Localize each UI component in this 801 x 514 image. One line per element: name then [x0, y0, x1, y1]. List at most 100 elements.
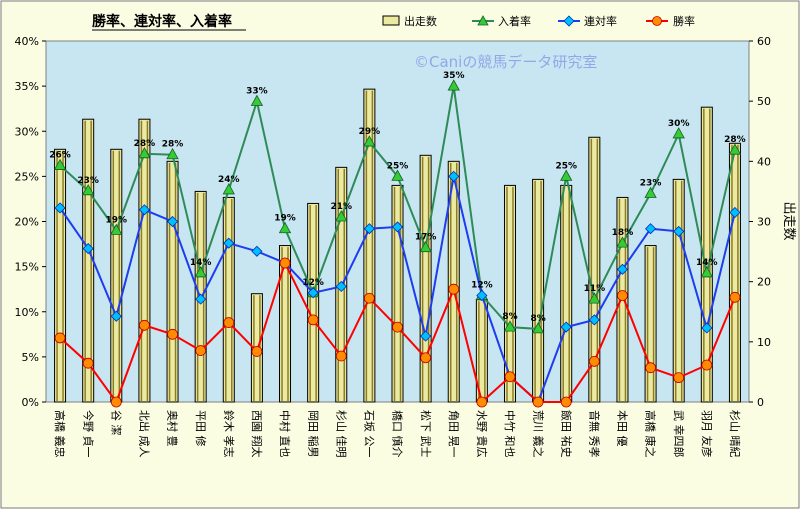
x-axis-category-label: 中村 直也 [278, 410, 292, 458]
marker-rentai [138, 204, 150, 216]
place-data-label: 12% [471, 281, 493, 291]
right-axis-tick-label: 20 [757, 276, 771, 289]
place-data-label: 23% [640, 179, 662, 189]
place-data-label: 26% [49, 151, 71, 161]
legend-rentai-marker [563, 15, 575, 27]
marker-win [54, 332, 66, 344]
x-axis-category-label: 角田 晃一 [447, 410, 460, 458]
right-axis-tick-label: 60 [757, 35, 771, 48]
marker-place [588, 292, 601, 304]
left-axis-tick-label: 20% [15, 216, 39, 229]
x-axis-category-label: 音無 秀孝 [587, 410, 601, 458]
marker-rentai [729, 206, 741, 219]
marker-win [476, 396, 488, 408]
marker-rentai [307, 287, 319, 299]
bar-runs [560, 184, 573, 403]
left-axis-tick-label: 30% [15, 125, 39, 138]
bar-runs [363, 88, 376, 403]
bar-runs [672, 178, 685, 403]
place-data-label: 18% [612, 228, 634, 238]
marker-rentai [82, 243, 94, 255]
x-axis-category-label: 杉山 佳明 [334, 410, 348, 458]
x-axis-category-label: 水野 貴広 [475, 410, 489, 458]
chart-title: 勝率、連対率、入着率 [92, 13, 232, 30]
marker-place [278, 221, 292, 234]
place-data-label: 25% [555, 161, 577, 171]
marker-place [503, 320, 517, 332]
x-axis-category-label: 高橋 義忠 [53, 410, 67, 458]
marker-place [391, 169, 404, 181]
left-axis-tick-label: 5% [22, 351, 39, 364]
watermark-text: ©Caniの競馬データ研究室 [414, 53, 597, 71]
right-axis-tick-label: 40 [757, 155, 771, 168]
marker-win [195, 345, 207, 356]
marker-place [194, 266, 207, 278]
left-axis: 0% 5% 10% 15% 20% 25% 30% 35% 40% [15, 35, 46, 409]
marker-place [700, 266, 713, 278]
place-data-label: 8% [502, 312, 517, 322]
place-data-label: 19% [274, 214, 296, 224]
marker-win [167, 328, 178, 340]
marker-win [307, 314, 319, 326]
marker-place [616, 236, 629, 248]
marker-rentai [110, 310, 122, 322]
legend-label-rentai: 連対率 [584, 14, 617, 28]
left-axis-tick-label: 40% [15, 35, 39, 48]
marker-place [110, 223, 123, 235]
marker-win [110, 396, 122, 408]
marker-place [166, 147, 179, 160]
bar-runs [419, 154, 432, 403]
marker-rentai [223, 237, 235, 249]
legend: 出走数 入着率 連対率 勝率 [382, 14, 695, 28]
marker-rentai [54, 202, 66, 214]
x-axis-category-label: 松下 武士 [419, 410, 433, 458]
marker-place [82, 183, 95, 196]
right-axis-tick-label: 30 [757, 216, 771, 229]
place-data-label: 33% [246, 86, 268, 96]
place-data-label: 8% [530, 314, 545, 324]
marker-rentai [560, 321, 572, 333]
x-axis-category-label: 杉山 晴紀 [728, 410, 742, 458]
place-data-label: 12% [302, 278, 324, 288]
x-axis-labels: 高橋 義忠 今野 貞一谷 潔 北出 成人 奥村 豊平田 修鈴木 孝志 西園 翔太 中村 直… [53, 410, 742, 458]
x-axis-category-label: 岡田 稲男 [306, 410, 319, 458]
left-axis-tick-label: 25% [15, 170, 39, 183]
x-axis-category-label: 鈴木 孝志 [222, 410, 236, 458]
bar-runs [588, 136, 601, 403]
marker-win [532, 396, 544, 408]
bar-runs [166, 160, 179, 403]
x-axis-category-label: 平田 修 [194, 410, 208, 447]
marker-win [82, 357, 94, 369]
marker-win [392, 321, 403, 333]
marker-place [728, 143, 742, 155]
right-axis: 0 10 20 30 40 50 60 [749, 35, 771, 409]
marker-place [419, 240, 432, 253]
marker-win [673, 372, 685, 384]
legend-label-runs: 出走数 [404, 14, 437, 28]
bar-runs [307, 202, 320, 403]
left-axis-tick-label: 0% [22, 396, 39, 409]
x-axis-category-label: 西園 翔太 [250, 410, 264, 458]
marker-win [560, 396, 572, 408]
x-axis-category-label: 荒川 義之 [531, 410, 545, 458]
place-data-labels: 26% 23% 19% 28% 28% 14% 24% 33% 19% 12% 21% 29% 25% 1… [49, 71, 745, 324]
marker-place [447, 79, 460, 91]
marker-place [250, 94, 264, 106]
legend-win-marker [652, 16, 662, 26]
marker-win [645, 362, 656, 374]
x-axis-category-label: 飯田 祐史 [559, 410, 573, 458]
x-axis-category-label: 中竹 和也 [503, 410, 517, 457]
marker-win [617, 290, 628, 301]
right-axis-tick-label: 10 [757, 336, 771, 349]
legend-place-marker [477, 15, 489, 26]
marker-place [222, 183, 235, 195]
marker-rentai [588, 314, 600, 326]
bar-runs [447, 160, 460, 403]
left-axis-tick-label: 35% [15, 80, 39, 93]
marker-win [279, 257, 291, 269]
marker-win [448, 283, 460, 295]
marker-win [729, 291, 741, 303]
marker-rentai [616, 263, 629, 275]
marker-win [139, 319, 150, 331]
marker-win [420, 352, 432, 364]
